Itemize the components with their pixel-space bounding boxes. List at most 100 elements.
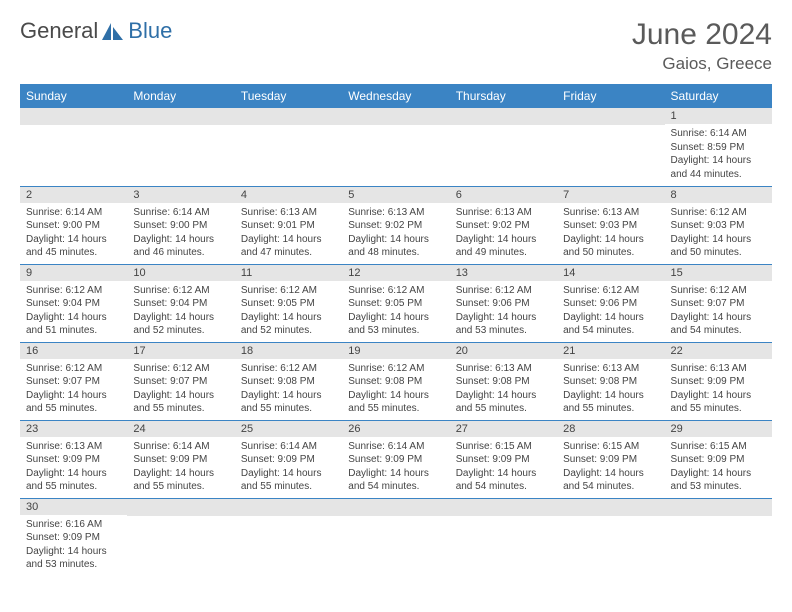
day-data: Sunrise: 6:13 AMSunset: 9:03 PMDaylight:… [557, 203, 664, 264]
day-cell: 10Sunrise: 6:12 AMSunset: 9:04 PMDayligh… [127, 264, 234, 342]
day-number: 29 [665, 421, 772, 437]
empty-cell [342, 108, 449, 186]
day-data [235, 516, 342, 572]
daylight-line: Daylight: 14 hours and 54 minutes. [348, 467, 443, 494]
sunrise-line: Sunrise: 6:14 AM [671, 127, 766, 141]
daylight-line: Daylight: 14 hours and 54 minutes. [563, 467, 658, 494]
day-cell: 17Sunrise: 6:12 AMSunset: 9:07 PMDayligh… [127, 342, 234, 420]
day-data: Sunrise: 6:12 AMSunset: 9:07 PMDaylight:… [20, 359, 127, 420]
daylight-line: Daylight: 14 hours and 55 minutes. [563, 389, 658, 416]
weekday-header: Sunday [20, 84, 127, 108]
daylight-line: Daylight: 14 hours and 47 minutes. [241, 233, 336, 260]
daylight-line: Daylight: 14 hours and 55 minutes. [348, 389, 443, 416]
day-data: Sunrise: 6:12 AMSunset: 9:07 PMDaylight:… [127, 359, 234, 420]
daylight-line: Daylight: 14 hours and 55 minutes. [241, 467, 336, 494]
sunset-line: Sunset: 9:08 PM [456, 375, 551, 389]
sunrise-line: Sunrise: 6:14 AM [26, 206, 121, 220]
day-data [342, 516, 449, 572]
daylight-line: Daylight: 14 hours and 49 minutes. [456, 233, 551, 260]
weekday-header: Tuesday [235, 84, 342, 108]
calendar-row: 30Sunrise: 6:16 AMSunset: 9:09 PMDayligh… [20, 498, 772, 576]
day-data: Sunrise: 6:12 AMSunset: 9:06 PMDaylight:… [557, 281, 664, 342]
day-number: 9 [20, 265, 127, 281]
day-number [127, 108, 234, 125]
empty-cell [557, 108, 664, 186]
sunset-line: Sunset: 9:06 PM [563, 297, 658, 311]
daylight-line: Daylight: 14 hours and 55 minutes. [133, 389, 228, 416]
sunrise-line: Sunrise: 6:13 AM [456, 206, 551, 220]
sunrise-line: Sunrise: 6:15 AM [456, 440, 551, 454]
day-data: Sunrise: 6:12 AMSunset: 9:08 PMDaylight:… [342, 359, 449, 420]
day-number [665, 499, 772, 516]
sunset-line: Sunset: 9:06 PM [456, 297, 551, 311]
daylight-line: Daylight: 14 hours and 55 minutes. [133, 467, 228, 494]
day-number: 21 [557, 343, 664, 359]
calendar-row: 1Sunrise: 6:14 AMSunset: 8:59 PMDaylight… [20, 108, 772, 186]
day-data: Sunrise: 6:13 AMSunset: 9:09 PMDaylight:… [665, 359, 772, 420]
sunset-line: Sunset: 9:04 PM [26, 297, 121, 311]
day-number: 4 [235, 187, 342, 203]
day-cell: 21Sunrise: 6:13 AMSunset: 9:08 PMDayligh… [557, 342, 664, 420]
day-data: Sunrise: 6:13 AMSunset: 9:08 PMDaylight:… [450, 359, 557, 420]
day-cell: 18Sunrise: 6:12 AMSunset: 9:08 PMDayligh… [235, 342, 342, 420]
day-number: 28 [557, 421, 664, 437]
weekday-header: Monday [127, 84, 234, 108]
daylight-line: Daylight: 14 hours and 55 minutes. [26, 389, 121, 416]
day-number [20, 108, 127, 125]
sunrise-line: Sunrise: 6:14 AM [348, 440, 443, 454]
sunset-line: Sunset: 9:09 PM [241, 453, 336, 467]
sunrise-line: Sunrise: 6:13 AM [348, 206, 443, 220]
calendar-table: SundayMondayTuesdayWednesdayThursdayFrid… [20, 84, 772, 576]
calendar-row: 9Sunrise: 6:12 AMSunset: 9:04 PMDaylight… [20, 264, 772, 342]
day-number: 12 [342, 265, 449, 281]
day-number: 3 [127, 187, 234, 203]
day-cell: 19Sunrise: 6:12 AMSunset: 9:08 PMDayligh… [342, 342, 449, 420]
sunset-line: Sunset: 9:01 PM [241, 219, 336, 233]
empty-cell [235, 108, 342, 186]
sunrise-line: Sunrise: 6:14 AM [241, 440, 336, 454]
day-data [557, 516, 664, 572]
daylight-line: Daylight: 14 hours and 53 minutes. [671, 467, 766, 494]
sunrise-line: Sunrise: 6:12 AM [26, 362, 121, 376]
day-data [557, 125, 664, 181]
day-data: Sunrise: 6:13 AMSunset: 9:01 PMDaylight:… [235, 203, 342, 264]
location-label: Gaios, Greece [632, 54, 772, 74]
day-cell: 7Sunrise: 6:13 AMSunset: 9:03 PMDaylight… [557, 186, 664, 264]
day-data [450, 516, 557, 572]
day-number: 2 [20, 187, 127, 203]
day-cell: 3Sunrise: 6:14 AMSunset: 9:00 PMDaylight… [127, 186, 234, 264]
sunset-line: Sunset: 9:00 PM [26, 219, 121, 233]
page-title: June 2024 [632, 18, 772, 52]
day-number [450, 499, 557, 516]
day-cell: 2Sunrise: 6:14 AMSunset: 9:00 PMDaylight… [20, 186, 127, 264]
day-data: Sunrise: 6:12 AMSunset: 9:06 PMDaylight:… [450, 281, 557, 342]
header: General Blue June 2024 Gaios, Greece [20, 18, 772, 74]
daylight-line: Daylight: 14 hours and 48 minutes. [348, 233, 443, 260]
logo-text-general: General [20, 18, 98, 44]
day-data: Sunrise: 6:13 AMSunset: 9:02 PMDaylight:… [342, 203, 449, 264]
day-cell: 22Sunrise: 6:13 AMSunset: 9:09 PMDayligh… [665, 342, 772, 420]
day-number: 25 [235, 421, 342, 437]
day-cell: 4Sunrise: 6:13 AMSunset: 9:01 PMDaylight… [235, 186, 342, 264]
day-data [20, 125, 127, 181]
day-cell: 24Sunrise: 6:14 AMSunset: 9:09 PMDayligh… [127, 420, 234, 498]
day-cell: 28Sunrise: 6:15 AMSunset: 9:09 PMDayligh… [557, 420, 664, 498]
daylight-line: Daylight: 14 hours and 55 minutes. [671, 389, 766, 416]
day-data: Sunrise: 6:15 AMSunset: 9:09 PMDaylight:… [665, 437, 772, 498]
day-cell: 13Sunrise: 6:12 AMSunset: 9:06 PMDayligh… [450, 264, 557, 342]
day-number [235, 499, 342, 516]
sunset-line: Sunset: 9:07 PM [671, 297, 766, 311]
day-number: 20 [450, 343, 557, 359]
empty-cell [342, 498, 449, 576]
sunset-line: Sunset: 9:03 PM [563, 219, 658, 233]
sunrise-line: Sunrise: 6:13 AM [563, 206, 658, 220]
sunrise-line: Sunrise: 6:12 AM [671, 284, 766, 298]
sunset-line: Sunset: 9:09 PM [563, 453, 658, 467]
calendar-row: 2 Sunrise: 6:14 AMSunset: 9:00 PM Daylight… [20, 186, 772, 264]
day-cell: 8Sunrise: 6:12 AMSunset: 9:03 PMDaylight… [665, 186, 772, 264]
sunset-line: Sunset: 9:09 PM [456, 453, 551, 467]
day-cell: 25 Sunrise: 6:14 AMSunset: 9:09 PMDayligh… [235, 420, 342, 498]
sunset-line: Sunset: 9:09 PM [671, 453, 766, 467]
daylight-line: Daylight: 14 hours and 50 minutes. [563, 233, 658, 260]
sunrise-line: Sunrise: 6:12 AM [26, 284, 121, 298]
